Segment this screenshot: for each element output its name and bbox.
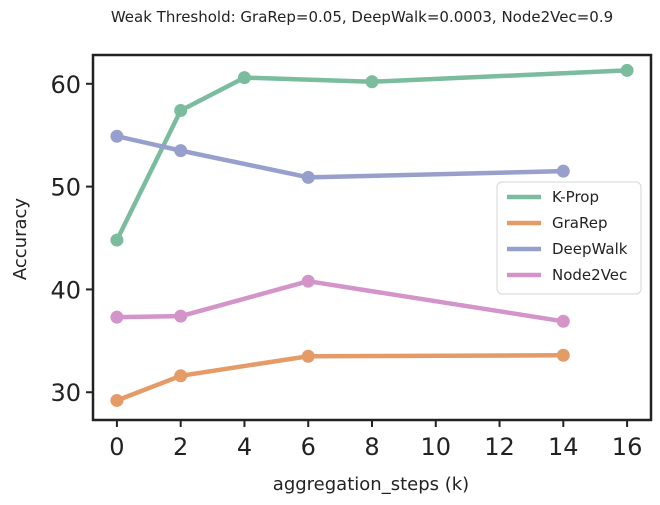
series-line-deepwalk: [114, 133, 566, 180]
data-point-grarep: [174, 369, 188, 383]
data-point-grarep: [110, 393, 124, 407]
x-tick-label: 14: [548, 433, 579, 461]
x-tick-label: 6: [301, 433, 316, 461]
x-tick-label: 0: [109, 433, 124, 461]
series-grarep: [110, 348, 570, 407]
data-point-grarep: [301, 349, 315, 363]
x-tick-label: 2: [173, 433, 188, 461]
data-point-k-prop: [174, 104, 188, 118]
data-point-node2vec: [174, 309, 188, 323]
y-axis: 30 40 50 60: [50, 71, 93, 407]
data-point-grarep: [556, 348, 570, 362]
legend-box: [496, 181, 642, 295]
series-line-grarep: [114, 352, 566, 403]
data-point-deepwalk: [556, 164, 570, 178]
series-node2vec: [110, 274, 570, 328]
x-tick-label: 8: [364, 433, 379, 461]
series-layer: [110, 63, 634, 407]
series-line-node2vec: [114, 278, 566, 324]
y-tick-label: 40: [50, 276, 81, 304]
x-tick-label: 12: [484, 433, 515, 461]
legend-label-node2vec: Node2Vec: [552, 266, 627, 284]
x-axis: 0 2 4 6 8 10 12 14 16: [109, 420, 642, 461]
x-tick-label: 10: [420, 433, 451, 461]
data-point-deepwalk: [301, 170, 315, 184]
x-axis-label: aggregation_steps (k): [273, 474, 469, 495]
legend-label-deepwalk: DeepWalk: [552, 240, 628, 258]
data-point-k-prop: [365, 75, 379, 89]
data-point-node2vec: [110, 310, 124, 324]
legend-label-k-prop: K-Prop: [552, 188, 599, 206]
y-tick-label: 50: [50, 174, 81, 202]
data-point-k-prop: [237, 71, 251, 85]
legend-label-grarep: GraRep: [552, 214, 607, 232]
x-tick-label: 4: [237, 433, 252, 461]
legend: K-Prop GraRep DeepWalk Node2Vec: [496, 181, 642, 295]
data-point-deepwalk: [174, 144, 188, 158]
data-point-k-prop: [110, 233, 124, 247]
chart-title: Weak Threshold: GraRep=0.05, DeepWalk=0.…: [111, 8, 613, 26]
data-point-node2vec: [301, 274, 315, 288]
series-deepwalk: [110, 129, 570, 184]
x-tick-label: 16: [612, 433, 643, 461]
y-tick-label: 60: [50, 71, 81, 99]
y-tick-label: 30: [50, 379, 81, 407]
data-point-node2vec: [556, 314, 570, 328]
y-axis-label: Accuracy: [10, 198, 31, 281]
data-point-deepwalk: [110, 129, 124, 143]
data-point-k-prop: [620, 63, 634, 77]
series-k-prop: [110, 63, 634, 247]
